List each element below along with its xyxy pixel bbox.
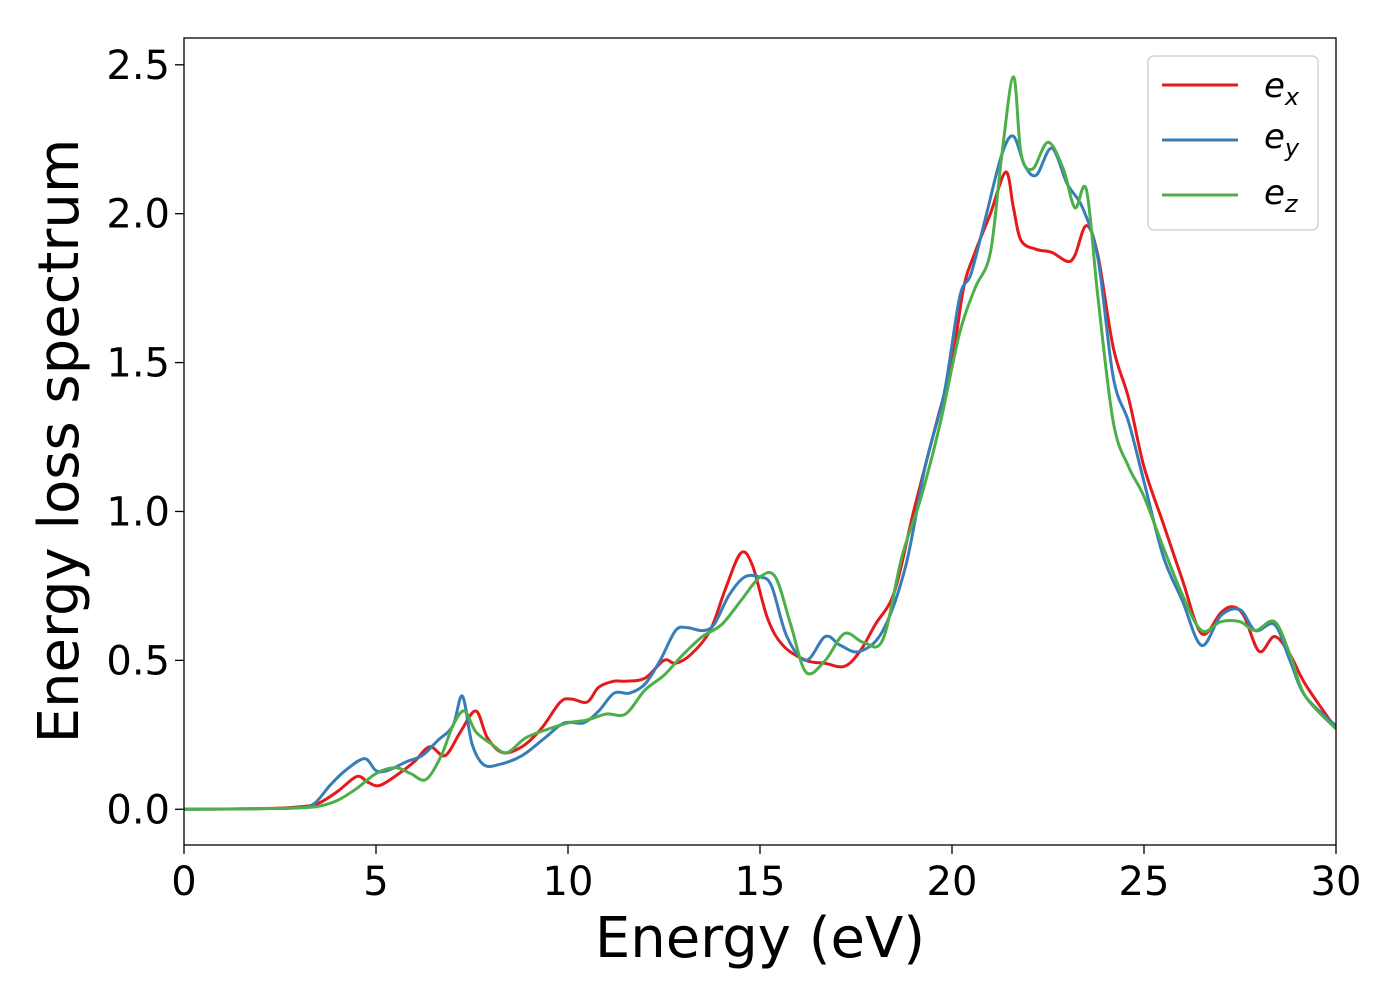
- x-tick-label: 25: [1119, 859, 1170, 905]
- x-tick-label: 20: [927, 859, 978, 905]
- legend-label-ey-base: e: [1264, 117, 1285, 157]
- legend-label-ey: ey: [1264, 117, 1300, 162]
- legend-item-ez: ez: [1162, 173, 1299, 218]
- legend-label-ez: ez: [1264, 173, 1299, 218]
- y-tick-label: 2.0: [106, 192, 170, 238]
- legend-item-ex: ex: [1162, 66, 1300, 111]
- series-line-y: [184, 134, 1336, 811]
- x-tick-label: 10: [543, 859, 594, 905]
- y-tick-label: 0.5: [106, 638, 170, 684]
- y-tick-label: 0.0: [106, 787, 170, 833]
- x-axis: 0 5 10 15 20 25 30: [171, 845, 1361, 905]
- legend-label-ey-sub: y: [1284, 134, 1300, 162]
- x-tick-label: 30: [1311, 859, 1362, 905]
- legend-label-ex-sub: x: [1284, 83, 1300, 111]
- legend-label-ex-base: e: [1264, 66, 1285, 106]
- x-tick-label: 5: [363, 859, 388, 905]
- y-tick-label: 2.5: [106, 43, 170, 89]
- y-axis: 0.0 0.5 1.0 1.5 2.0 2.5: [106, 43, 184, 833]
- legend-item-ey: ey: [1162, 117, 1300, 162]
- legend-label-ex: ex: [1264, 66, 1300, 111]
- y-axis-title: Energy loss spectrum: [27, 139, 92, 744]
- series-line-x: [184, 170, 1336, 811]
- series-line-z: [184, 75, 1336, 811]
- legend: ex ey ez: [1147, 55, 1319, 231]
- x-tick-label: 15: [735, 859, 786, 905]
- y-tick-label: 1.0: [106, 489, 170, 535]
- x-axis-title: Energy (eV): [595, 906, 925, 971]
- legend-label-ez-sub: z: [1284, 190, 1299, 218]
- legend-label-ez-base: e: [1264, 173, 1285, 213]
- y-tick-label: 1.5: [106, 341, 170, 387]
- legend-box: [1147, 55, 1319, 231]
- x-tick-label: 0: [171, 859, 196, 905]
- series-layer: [184, 75, 1336, 811]
